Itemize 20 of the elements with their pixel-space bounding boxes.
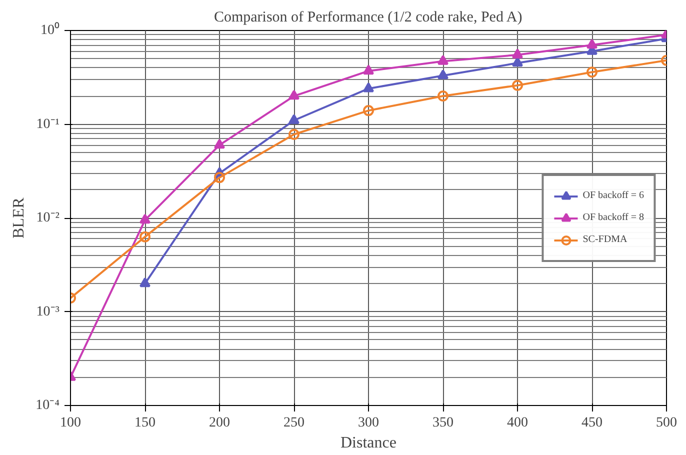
x-tick-label: 350 [432, 416, 454, 430]
y-tick-label: 10⁻³ [36, 304, 60, 320]
legend-label: OF backoff = 6 [582, 190, 644, 201]
x-tick-label: 100 [60, 416, 81, 430]
y-tick-label: 10⁻¹ [36, 116, 60, 132]
legend-label: OF backoff = 8 [582, 212, 644, 223]
x-axis-title: Distance [340, 434, 396, 452]
legend-label: SC-FDMA [582, 234, 628, 245]
x-tick-label: 500 [656, 416, 677, 430]
x-tick-label: 450 [582, 416, 602, 430]
y-tick-label: 10⁰ [40, 22, 60, 38]
x-tick-label: 150 [134, 416, 156, 430]
y-tick-label: 10⁻² [36, 210, 60, 226]
x-tick-label: 300 [358, 416, 379, 430]
y-axis-title: BLER [10, 197, 28, 238]
x-tick-label: 400 [507, 416, 528, 430]
x-tick-label: 200 [209, 416, 230, 430]
chart-title: Comparison of Performance (1/2 code rake, Ped A) [214, 10, 522, 26]
x-tick-label: 250 [284, 416, 304, 430]
y-tick-label: 10⁻⁴ [36, 398, 60, 413]
